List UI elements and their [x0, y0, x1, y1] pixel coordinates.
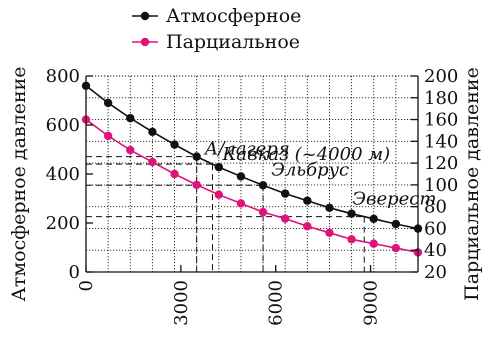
data-point-1: [391, 219, 401, 229]
y-axis-right-title: Парциальное давление: [461, 67, 483, 301]
x-tick-label: 9000: [361, 280, 382, 326]
data-point-2: [303, 222, 312, 231]
data-point-2: [258, 207, 268, 217]
y-right-tick-label: 40: [424, 240, 447, 261]
data-point-2: [369, 239, 378, 248]
data-point-1: [303, 196, 312, 205]
x-tick-label: 3000: [171, 280, 192, 326]
y-right-tick-label: 120: [424, 153, 458, 174]
data-point-2: [148, 157, 157, 167]
legend-marker: [140, 11, 150, 21]
data-point-1: [347, 209, 356, 218]
annotation-label: Эльбрус: [271, 159, 349, 180]
y-left-tick-label: 0: [69, 262, 80, 283]
data-point-2: [347, 235, 356, 244]
y-left-tick-label: 200: [46, 213, 80, 234]
data-point-1: [369, 214, 378, 224]
data-point-2: [236, 199, 246, 208]
y-right-tick-label: 60: [424, 218, 447, 239]
legend-marker: [140, 37, 150, 47]
x-tick-label: 0: [76, 280, 97, 291]
data-point-1: [148, 127, 157, 137]
data-point-2: [214, 190, 223, 199]
data-point-2: [170, 169, 179, 179]
data-point-1: [126, 113, 135, 123]
y-left-tick-label: 600: [46, 115, 80, 136]
data-point-2: [103, 131, 113, 141]
annotation-label: Эверест: [352, 189, 436, 210]
data-point-1: [325, 203, 334, 213]
y-left-tick-label: 400: [46, 164, 80, 185]
x-tick-label: 6000: [266, 280, 287, 326]
data-point-1: [236, 172, 246, 181]
series-layer: [81, 81, 423, 257]
series-line-2: [85, 118, 419, 254]
y-right-tick-label: 160: [424, 110, 458, 131]
y-right-tick-label: 80: [424, 197, 447, 218]
y-left-tick-label: 800: [46, 66, 80, 87]
data-point-2: [192, 180, 201, 190]
legend: Атмосферное Парциальное: [132, 5, 301, 53]
y-right-tick-label: 180: [424, 88, 458, 109]
data-point-1: [170, 140, 179, 149]
axes: 0200400600800204060801001201401601802000…: [46, 66, 459, 326]
legend-label: Атмосферное: [166, 5, 301, 27]
data-point-1: [103, 98, 113, 108]
data-point-2: [325, 228, 334, 237]
legend-label: Парциальное: [166, 31, 300, 53]
series-line-1: [85, 85, 419, 230]
data-point-1: [258, 181, 268, 190]
data-point-1: [214, 162, 223, 172]
annotation-label: А/лагеря: [203, 139, 290, 160]
data-point-2: [391, 243, 401, 253]
y-axis-left-title: Атмосферное давление: [8, 66, 30, 301]
annotation-label: Кавказ (~4000 м): [221, 144, 390, 165]
y-right-tick-label: 140: [424, 131, 458, 152]
data-point-2: [126, 145, 135, 155]
data-point-1: [281, 189, 290, 198]
data-point-1: [192, 152, 201, 161]
y-right-tick-label: 100: [424, 175, 458, 196]
data-point-2: [281, 214, 290, 223]
y-right-tick-label: 200: [424, 66, 458, 87]
y-right-tick-label: 20: [424, 262, 447, 283]
